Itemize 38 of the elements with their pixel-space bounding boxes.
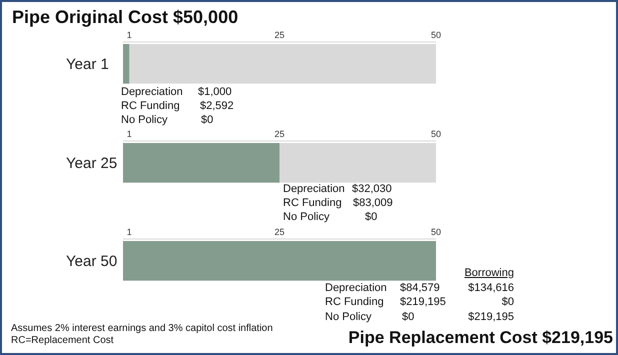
text: Pipe Replacement Cost $219,195 bbox=[348, 328, 613, 348]
annotation: $32,030 bbox=[352, 183, 392, 195]
text: $134,616 bbox=[468, 282, 514, 294]
x-tick-label: 1 bbox=[126, 30, 132, 40]
y-tick-label: Year 1 bbox=[66, 56, 109, 73]
annotation: Depreciation bbox=[325, 282, 387, 294]
annotation: $2,592 bbox=[200, 100, 234, 112]
annotation: RC Funding bbox=[325, 296, 384, 308]
x-tick-label: 50 bbox=[430, 227, 442, 237]
x-tick-label: 25 bbox=[274, 129, 285, 139]
annotation: Depreciation bbox=[121, 86, 183, 98]
annotation: $0 bbox=[365, 211, 378, 223]
text: RC=Replacement Cost bbox=[11, 335, 114, 346]
annotation: RC Funding bbox=[121, 100, 180, 112]
annotation: $83,009 bbox=[353, 197, 393, 209]
annotation: No Policy bbox=[121, 114, 168, 126]
y-tick-label: Year 50 bbox=[66, 253, 118, 270]
text: No Policy bbox=[325, 311, 372, 323]
annotation: $84,579 bbox=[400, 282, 440, 294]
text: Borrowing bbox=[464, 267, 514, 279]
x-tick-label: 1 bbox=[126, 129, 132, 139]
x-tick-label: 50 bbox=[430, 129, 442, 139]
annotation: Depreciation bbox=[283, 183, 345, 195]
chart-title: Pipe Original Cost $50,000 bbox=[12, 7, 238, 28]
x-tick-label: 25 bbox=[274, 30, 285, 40]
annotation: RC Funding bbox=[283, 197, 342, 209]
x-tick-label: 25 bbox=[274, 227, 285, 237]
text: Assumes 2% interest earnings and 3% capitol cost inflation bbox=[11, 323, 273, 334]
x-tick-label: 50 bbox=[430, 30, 442, 40]
annotation: No Policy bbox=[283, 211, 330, 223]
text: $0 bbox=[502, 296, 514, 308]
text: $219,195 bbox=[468, 311, 514, 323]
y-tick-label: Year 25 bbox=[66, 155, 118, 172]
annotation: $0 bbox=[201, 114, 214, 126]
text: $0 bbox=[402, 311, 414, 323]
x-tick-label: 1 bbox=[126, 227, 132, 237]
annotation: $219,195 bbox=[400, 296, 446, 308]
annotation: $1,000 bbox=[198, 86, 232, 98]
